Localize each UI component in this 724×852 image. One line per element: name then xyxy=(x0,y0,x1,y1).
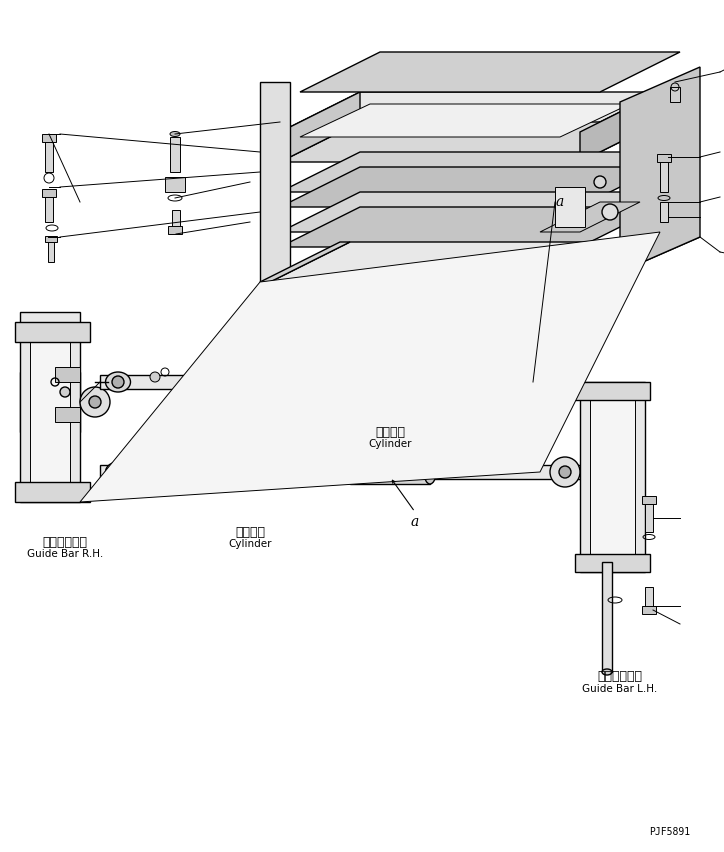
Bar xyxy=(165,177,185,192)
Polygon shape xyxy=(280,92,660,132)
Text: a: a xyxy=(556,195,564,209)
Polygon shape xyxy=(280,122,660,162)
Bar xyxy=(645,504,653,532)
Ellipse shape xyxy=(597,462,623,482)
Polygon shape xyxy=(20,372,80,432)
Bar xyxy=(42,134,56,142)
Bar xyxy=(55,367,80,382)
Circle shape xyxy=(112,466,124,478)
Polygon shape xyxy=(280,207,660,247)
Bar xyxy=(350,460,430,484)
Polygon shape xyxy=(20,312,80,502)
Text: シリンダ: シリンダ xyxy=(235,526,265,538)
Bar xyxy=(42,189,56,197)
Bar xyxy=(642,496,656,504)
Bar xyxy=(660,202,668,222)
Ellipse shape xyxy=(344,460,356,484)
Ellipse shape xyxy=(364,370,376,394)
Bar xyxy=(30,322,70,492)
Polygon shape xyxy=(260,82,290,282)
Bar xyxy=(45,197,53,222)
Ellipse shape xyxy=(106,372,130,392)
Bar xyxy=(100,465,620,479)
Bar xyxy=(645,587,653,612)
Bar xyxy=(45,236,57,242)
Ellipse shape xyxy=(170,131,180,136)
Bar xyxy=(100,375,530,389)
Polygon shape xyxy=(580,92,660,162)
Circle shape xyxy=(559,466,571,478)
Ellipse shape xyxy=(370,464,390,480)
Polygon shape xyxy=(280,92,360,162)
Ellipse shape xyxy=(508,372,532,392)
Bar xyxy=(575,382,650,400)
Text: Guide Bar R.H.: Guide Bar R.H. xyxy=(27,549,103,559)
Circle shape xyxy=(202,474,208,480)
Polygon shape xyxy=(620,67,700,272)
Circle shape xyxy=(80,387,110,417)
Polygon shape xyxy=(260,242,350,282)
Circle shape xyxy=(150,372,160,382)
Bar xyxy=(590,392,635,562)
Bar xyxy=(657,154,671,162)
Bar xyxy=(172,210,180,232)
Circle shape xyxy=(602,204,618,220)
Ellipse shape xyxy=(424,460,436,484)
Ellipse shape xyxy=(602,669,612,675)
Polygon shape xyxy=(270,242,640,282)
Text: ガイドバー左: ガイドバー左 xyxy=(597,671,642,683)
Text: PJF5891: PJF5891 xyxy=(649,827,690,837)
Bar xyxy=(602,562,612,672)
Circle shape xyxy=(194,471,206,483)
Bar xyxy=(45,142,53,172)
Polygon shape xyxy=(280,167,660,207)
Polygon shape xyxy=(580,237,700,272)
Text: a: a xyxy=(411,515,419,529)
Text: ガイドバー右: ガイドバー右 xyxy=(43,536,88,549)
Ellipse shape xyxy=(264,370,276,394)
Bar xyxy=(168,226,182,234)
Bar xyxy=(670,87,680,102)
Circle shape xyxy=(594,176,606,188)
Polygon shape xyxy=(300,104,630,137)
Polygon shape xyxy=(80,232,660,502)
Bar xyxy=(55,407,80,422)
Circle shape xyxy=(550,457,580,487)
Bar xyxy=(555,187,585,227)
Bar xyxy=(170,137,180,172)
Circle shape xyxy=(60,387,70,397)
Polygon shape xyxy=(300,52,680,92)
Bar xyxy=(660,162,668,192)
Circle shape xyxy=(89,396,101,408)
Polygon shape xyxy=(540,202,640,232)
Bar xyxy=(48,242,54,262)
Bar xyxy=(270,370,370,394)
Polygon shape xyxy=(280,152,660,192)
Polygon shape xyxy=(280,192,660,232)
Text: Cylinder: Cylinder xyxy=(369,439,412,449)
Circle shape xyxy=(375,467,385,477)
Bar xyxy=(580,382,645,572)
Circle shape xyxy=(604,466,616,478)
Circle shape xyxy=(514,376,526,388)
Bar xyxy=(345,377,360,387)
Circle shape xyxy=(112,376,124,388)
Text: Cylinder: Cylinder xyxy=(228,539,272,549)
Text: シリンダ: シリンダ xyxy=(375,425,405,439)
Ellipse shape xyxy=(106,462,130,482)
Bar xyxy=(642,606,656,614)
Bar xyxy=(15,322,90,342)
Bar xyxy=(15,482,90,502)
Text: Guide Bar L.H.: Guide Bar L.H. xyxy=(582,684,657,694)
Bar xyxy=(575,554,650,572)
